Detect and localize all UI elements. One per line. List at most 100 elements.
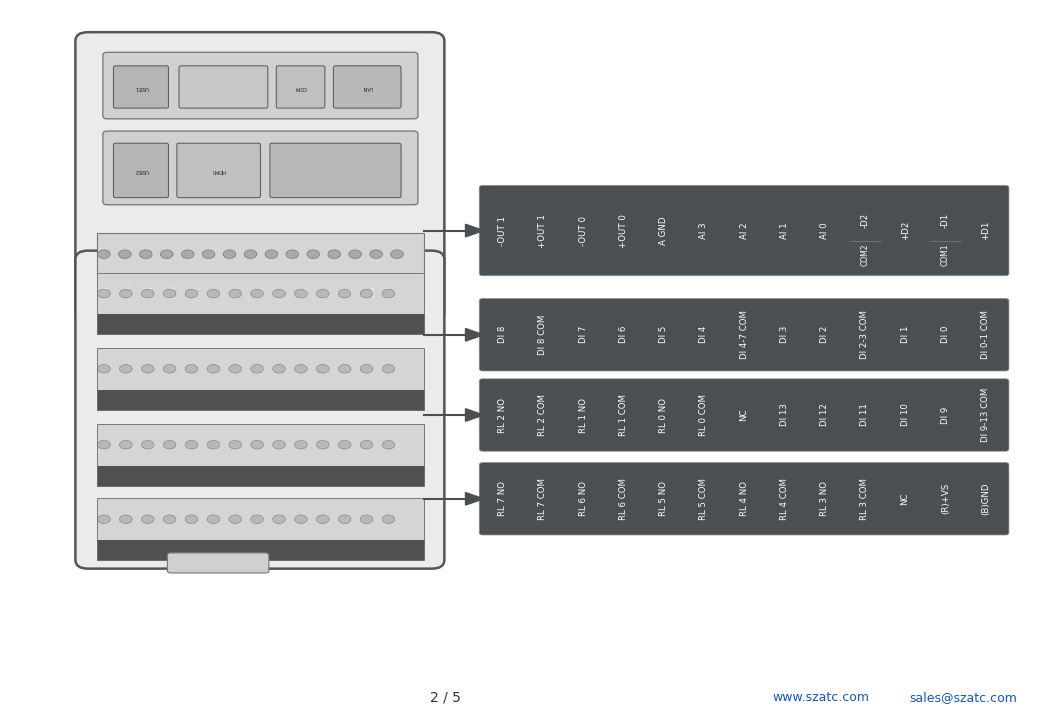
Circle shape: [141, 365, 154, 373]
Circle shape: [160, 250, 173, 259]
Circle shape: [163, 441, 176, 449]
Circle shape: [360, 441, 373, 449]
Text: RL 7 COM: RL 7 COM: [538, 478, 547, 520]
Text: -D1: -D1: [328, 288, 331, 295]
Circle shape: [229, 515, 242, 523]
Text: DI 11: DI 11: [861, 403, 869, 426]
Text: RL 0 NO: RL 0 NO: [659, 398, 668, 433]
FancyBboxPatch shape: [479, 462, 1009, 535]
Text: -D2: -D2: [283, 288, 286, 295]
Text: A GND: A GND: [659, 216, 668, 245]
FancyBboxPatch shape: [75, 251, 444, 569]
Circle shape: [360, 365, 373, 373]
Text: RL 7 NO: RL 7 NO: [498, 481, 507, 516]
Text: AGND: AGND: [194, 285, 198, 297]
Text: AI 2: AI 2: [740, 222, 748, 239]
FancyBboxPatch shape: [103, 52, 418, 119]
Text: -D2: -D2: [861, 213, 869, 228]
Text: NC: NC: [740, 409, 748, 421]
Circle shape: [295, 441, 307, 449]
Text: DI 5: DI 5: [659, 326, 668, 344]
Circle shape: [338, 365, 351, 373]
Text: +D2: +D2: [305, 287, 308, 296]
Circle shape: [186, 441, 198, 449]
Circle shape: [295, 289, 307, 298]
Circle shape: [251, 441, 264, 449]
Text: -OUT1: -OUT1: [105, 285, 109, 298]
Text: DI 9-13 COM: DI 9-13 COM: [982, 388, 990, 442]
Text: DI 0-1 COM: DI 0-1 COM: [982, 311, 990, 360]
FancyBboxPatch shape: [333, 66, 401, 108]
Polygon shape: [465, 329, 483, 341]
Text: www.szatc.com: www.szatc.com: [773, 691, 869, 704]
FancyBboxPatch shape: [479, 298, 1009, 371]
Circle shape: [251, 365, 264, 373]
Text: -D1: -D1: [941, 213, 950, 228]
Circle shape: [286, 250, 299, 259]
Text: DI 10: DI 10: [901, 403, 909, 426]
Text: RL 6 NO: RL 6 NO: [579, 481, 587, 516]
Text: HDMI: HDMI: [211, 168, 225, 173]
Circle shape: [272, 441, 285, 449]
Text: DI 13: DI 13: [780, 403, 789, 426]
Circle shape: [141, 515, 154, 523]
Circle shape: [317, 289, 329, 298]
Text: AI1: AI1: [238, 288, 243, 295]
Circle shape: [370, 250, 383, 259]
Text: RL 6 COM: RL 6 COM: [619, 478, 628, 520]
Text: LAN: LAN: [361, 85, 372, 90]
FancyBboxPatch shape: [96, 540, 424, 560]
Text: AI 0: AI 0: [820, 222, 829, 239]
FancyBboxPatch shape: [270, 143, 401, 198]
Circle shape: [186, 365, 198, 373]
Circle shape: [338, 441, 351, 449]
Text: DI 12: DI 12: [820, 403, 829, 426]
Text: (B)GND: (B)GND: [982, 482, 990, 515]
Circle shape: [229, 441, 242, 449]
Circle shape: [317, 365, 329, 373]
Text: DI 4: DI 4: [700, 326, 708, 344]
Circle shape: [140, 250, 153, 259]
FancyBboxPatch shape: [75, 32, 444, 321]
Circle shape: [207, 515, 219, 523]
Text: -OUT0: -OUT0: [149, 285, 154, 298]
Circle shape: [207, 289, 219, 298]
Circle shape: [98, 365, 110, 373]
Circle shape: [186, 515, 198, 523]
FancyBboxPatch shape: [96, 234, 424, 275]
Circle shape: [98, 250, 110, 259]
Text: DI 9: DI 9: [941, 406, 950, 423]
FancyBboxPatch shape: [96, 314, 424, 334]
FancyBboxPatch shape: [96, 348, 424, 390]
Text: COM2: COM2: [372, 285, 375, 298]
Circle shape: [338, 515, 351, 523]
Text: DI 4-7 COM: DI 4-7 COM: [740, 311, 748, 360]
Circle shape: [163, 289, 176, 298]
Circle shape: [163, 515, 176, 523]
Text: RL 0 COM: RL 0 COM: [700, 394, 708, 436]
Text: +D2: +D2: [901, 221, 909, 240]
FancyBboxPatch shape: [96, 390, 424, 410]
Circle shape: [272, 289, 285, 298]
Text: +D1: +D1: [350, 287, 353, 296]
Polygon shape: [465, 408, 483, 421]
Text: RL 3 COM: RL 3 COM: [861, 478, 869, 520]
Circle shape: [317, 515, 329, 523]
Text: COM1: COM1: [941, 244, 950, 266]
Text: RL 2 NO: RL 2 NO: [498, 398, 507, 433]
Circle shape: [328, 250, 340, 259]
Text: RL 4 NO: RL 4 NO: [740, 481, 748, 516]
Text: USB2: USB2: [134, 168, 148, 173]
Circle shape: [120, 289, 132, 298]
Circle shape: [207, 441, 219, 449]
Text: RL 1 NO: RL 1 NO: [579, 398, 587, 433]
FancyBboxPatch shape: [96, 424, 424, 465]
Circle shape: [224, 250, 236, 259]
Text: -OUT 1: -OUT 1: [498, 216, 507, 246]
Text: COM2: COM2: [861, 244, 869, 266]
Text: DI 3: DI 3: [780, 326, 789, 344]
FancyBboxPatch shape: [479, 379, 1009, 452]
FancyBboxPatch shape: [179, 66, 268, 108]
Circle shape: [265, 250, 278, 259]
Circle shape: [295, 515, 307, 523]
